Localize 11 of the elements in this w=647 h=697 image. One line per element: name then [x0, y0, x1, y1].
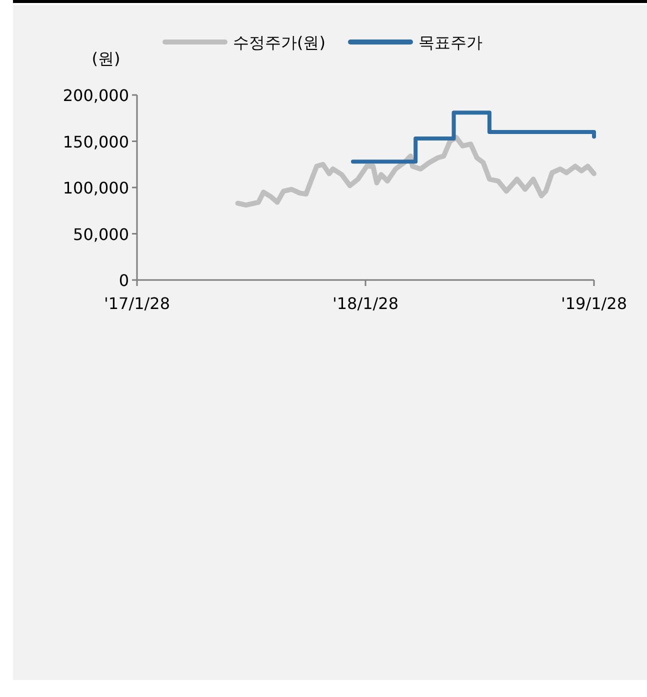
- legend-label: 목표주가: [418, 33, 482, 52]
- y-tick-label: 50,000: [73, 224, 129, 244]
- y-tick-label: 100,000: [62, 178, 129, 198]
- x-tick-label: '19/1/28: [560, 294, 628, 313]
- legend-label: 수정주가(원): [233, 33, 326, 52]
- y-axis-title: (원): [92, 49, 120, 68]
- x-tick-label: '17/1/28: [104, 294, 170, 313]
- y-tick-label: 150,000: [62, 132, 129, 152]
- y-tick-label: 200,000: [62, 86, 129, 105]
- y-tick-label: 0: [118, 271, 129, 290]
- x-tick-label: '18/1/28: [332, 294, 399, 313]
